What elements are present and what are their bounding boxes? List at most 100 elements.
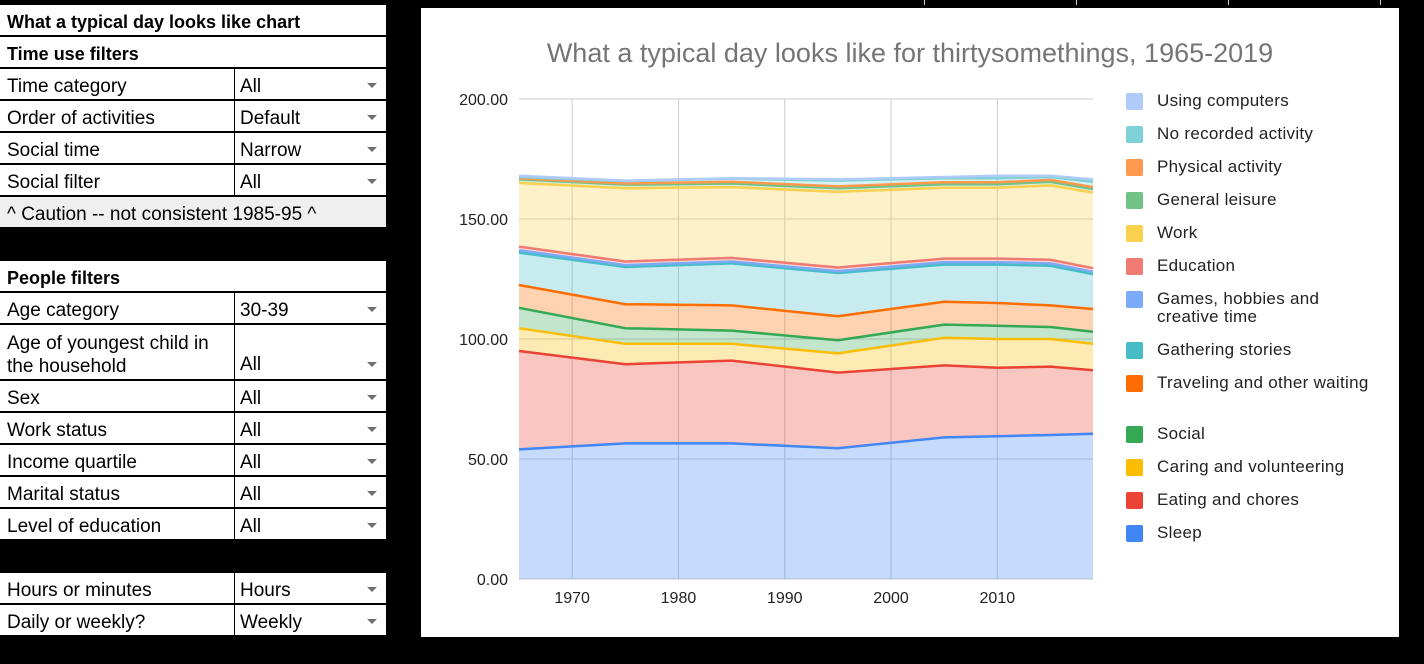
y-tick-label: 50.00 <box>468 452 508 469</box>
line-traveling-and-other-waiting[interactable] <box>518 283 1094 318</box>
line-education[interactable] <box>518 245 1094 270</box>
education-level-dropdown[interactable]: All <box>235 509 386 539</box>
legend-swatch <box>1126 225 1143 242</box>
legend-swatch <box>1126 426 1143 443</box>
daily-weekly-dropdown[interactable]: Weekly <box>235 605 386 635</box>
hours-minutes-label: Hours or minutes <box>0 573 234 603</box>
stacked-area-chart[interactable]: What a typical day looks like for thirty… <box>421 8 1399 637</box>
line-games-hobbies-and-creative-time[interactable] <box>518 248 1094 274</box>
line-caring-and-volunteering[interactable] <box>518 326 1094 355</box>
time-category-dropdown[interactable]: All <box>235 69 386 99</box>
sex-value: All <box>240 388 262 409</box>
area-caring-and-volunteering[interactable] <box>519 328 1093 373</box>
area-social[interactable] <box>519 307 1093 354</box>
y-tick-label: 150.00 <box>459 212 508 229</box>
area-eating-and-chores[interactable] <box>519 351 1093 450</box>
legend-label: Using computers <box>1157 91 1290 110</box>
education-level-row: Level of education All <box>0 509 386 539</box>
people-section-row: People filters <box>0 261 386 291</box>
youngest-child-dropdown[interactable]: All <box>235 325 386 379</box>
line-sleep[interactable] <box>518 432 1094 451</box>
dropdown-arrow-icon[interactable] <box>367 147 377 152</box>
social-filter-value: All <box>240 172 262 193</box>
dropdown-arrow-icon[interactable] <box>367 83 377 88</box>
legend-swatch <box>1126 492 1143 509</box>
legend-swatch <box>1126 375 1143 392</box>
dropdown-arrow-icon[interactable] <box>367 619 377 624</box>
marital-status-label: Marital status <box>0 477 234 507</box>
dropdown-arrow-icon[interactable] <box>367 179 377 184</box>
legend-label: Caring and volunteering <box>1157 457 1345 476</box>
line-using-computers[interactable] <box>518 174 1094 182</box>
line-general-leisure[interactable] <box>518 178 1094 191</box>
income-quartile-value: All <box>240 452 262 473</box>
work-status-value: All <box>240 420 262 441</box>
area-no-recorded-activity[interactable] <box>519 177 1093 188</box>
dropdown-arrow-icon[interactable] <box>367 395 377 400</box>
legend-label: Social <box>1157 424 1206 443</box>
sex-dropdown[interactable]: All <box>235 381 386 411</box>
income-quartile-label: Income quartile <box>0 445 234 475</box>
dropdown-arrow-icon[interactable] <box>367 362 377 367</box>
social-filter-dropdown[interactable]: All <box>235 165 386 195</box>
dropdown-arrow-icon[interactable] <box>367 115 377 120</box>
time-use-filters-heading: Time use filters <box>0 37 386 67</box>
legend-label: Sleep <box>1157 523 1202 542</box>
daily-weekly-row: Daily or weekly? Weekly <box>0 605 386 635</box>
work-status-label: Work status <box>0 413 234 443</box>
age-category-dropdown[interactable]: 30-39 <box>235 293 386 323</box>
dropdown-arrow-icon[interactable] <box>367 307 377 312</box>
legend-swatch <box>1126 126 1143 143</box>
line-social[interactable] <box>518 306 1094 342</box>
legend-label: Physical activity <box>1157 157 1283 176</box>
time-category-value: All <box>240 76 262 97</box>
time-category-label: Time category <box>0 69 234 99</box>
line-work[interactable] <box>518 181 1094 194</box>
x-tick-label: 1980 <box>661 590 697 607</box>
filter-panel: What a typical day looks like chart Time… <box>0 0 386 664</box>
area-sleep[interactable] <box>519 433 1093 579</box>
panel-title: What a typical day looks like chart <box>0 5 386 35</box>
marital-status-dropdown[interactable]: All <box>235 477 386 507</box>
legend-label: Games, hobbies and creative time <box>1157 289 1320 326</box>
social-filter-label: Social filter <box>0 165 234 195</box>
legend-label: Eating and chores <box>1157 490 1300 509</box>
line-physical-activity[interactable] <box>518 176 1094 189</box>
time-category-row: Time category All <box>0 69 386 99</box>
legend-swatch <box>1126 258 1143 275</box>
sex-label: Sex <box>0 381 234 411</box>
dropdown-arrow-icon[interactable] <box>367 491 377 496</box>
line-gathering-stories[interactable] <box>518 251 1094 276</box>
legend-label: Traveling and other waiting <box>1157 373 1369 392</box>
line-eating-and-chores[interactable] <box>518 349 1094 374</box>
legend-swatch <box>1126 93 1143 110</box>
social-time-dropdown[interactable]: Narrow <box>235 133 386 163</box>
income-quartile-dropdown[interactable]: All <box>235 445 386 475</box>
y-tick-label: 0.00 <box>477 572 508 589</box>
hours-minutes-row: Hours or minutes Hours <box>0 573 386 603</box>
area-traveling-and-other-waiting[interactable] <box>519 285 1093 341</box>
legend-swatch <box>1126 459 1143 476</box>
dropdown-arrow-icon[interactable] <box>367 459 377 464</box>
dropdown-arrow-icon[interactable] <box>367 587 377 592</box>
youngest-child-label: Age of youngest child in the household <box>0 325 234 379</box>
area-work[interactable] <box>519 183 1093 269</box>
work-status-dropdown[interactable]: All <box>235 413 386 443</box>
marital-status-row: Marital status All <box>0 477 386 507</box>
area-gathering-stories[interactable] <box>519 252 1093 317</box>
legend-label: Education <box>1157 256 1236 275</box>
age-category-label: Age category <box>0 293 234 323</box>
hours-minutes-dropdown[interactable]: Hours <box>235 573 386 603</box>
dropdown-arrow-icon[interactable] <box>367 523 377 528</box>
hours-minutes-value: Hours <box>240 580 291 601</box>
panel-title-row: What a typical day looks like chart <box>0 5 386 35</box>
chart-lines <box>518 174 1094 451</box>
work-status-row: Work status All <box>0 413 386 443</box>
dropdown-arrow-icon[interactable] <box>367 427 377 432</box>
caution-note: ^ Caution -- not consistent 1985-95 ^ <box>0 197 386 227</box>
sex-row: Sex All <box>0 381 386 411</box>
order-activities-value: Default <box>240 108 301 129</box>
daily-weekly-value: Weekly <box>240 612 302 633</box>
legend-swatch <box>1126 291 1143 308</box>
order-activities-dropdown[interactable]: Default <box>235 101 386 131</box>
